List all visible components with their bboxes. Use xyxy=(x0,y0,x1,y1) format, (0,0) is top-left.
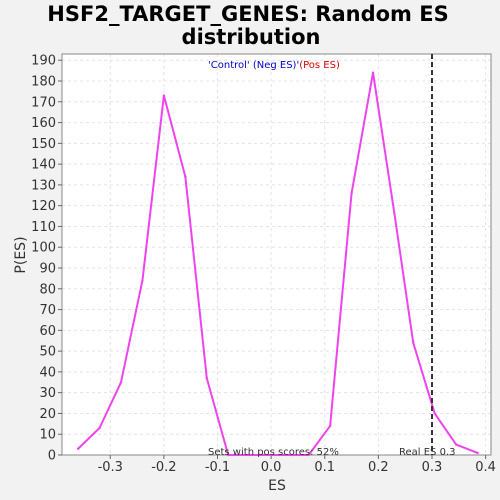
y-tick-label: 140 xyxy=(31,158,56,173)
x-tick-label: 0.0 xyxy=(261,460,282,475)
y-tick-label: 10 xyxy=(39,428,56,443)
real-es-annotation: Real ES 0.3 xyxy=(399,447,455,458)
series-point xyxy=(393,212,396,216)
y-tick-label: 180 xyxy=(31,75,56,90)
y-tick-label: 110 xyxy=(31,220,56,235)
series-point xyxy=(371,71,375,74)
y-tick-label: 150 xyxy=(31,137,56,152)
series-point xyxy=(433,412,436,415)
y-tick-label: 30 xyxy=(39,386,56,401)
y-axis-ticks: 0 10 20 30 40 50 60 70 80 90 100 110 120 130 140 150 160… xyxy=(31,54,62,464)
y-tick-label: 90 xyxy=(39,262,56,277)
series-point xyxy=(141,279,144,282)
series-point xyxy=(205,376,208,380)
y-tick-label: 50 xyxy=(39,345,56,360)
y-tick-label: 170 xyxy=(31,95,56,110)
x-tick-label: -0.2 xyxy=(151,460,176,475)
y-axis-label: P(ES) xyxy=(13,236,29,273)
y-tick-label: 20 xyxy=(39,407,56,422)
series-point xyxy=(162,94,166,97)
y-tick-label: 190 xyxy=(31,54,56,69)
series-point xyxy=(328,424,332,428)
x-tick-label: 0.2 xyxy=(368,460,389,475)
series-point xyxy=(291,453,294,457)
y-tick-label: 120 xyxy=(31,199,56,214)
x-tick-label: -0.1 xyxy=(205,460,230,475)
x-tick-label: 0.3 xyxy=(422,460,443,475)
series-point xyxy=(454,443,458,446)
plot-area xyxy=(62,54,491,455)
series-point xyxy=(98,426,101,430)
series-point xyxy=(76,447,80,450)
series-point xyxy=(412,341,415,345)
series-point xyxy=(269,453,273,457)
x-tick-label: -0.3 xyxy=(98,460,123,475)
series-point xyxy=(307,453,310,457)
chart-title-line-1: HSF2_TARGET_GENES: Random ES xyxy=(47,2,448,26)
y-tick-label: 80 xyxy=(39,282,56,297)
series-point xyxy=(476,451,479,455)
y-tick-label: 0 xyxy=(48,449,56,464)
y-tick-label: 40 xyxy=(39,365,56,380)
legend-neg-label: 'Control' (Neg ES)' xyxy=(208,60,299,71)
series-point xyxy=(227,453,230,457)
series-point xyxy=(248,453,251,457)
y-tick-label: 100 xyxy=(31,241,56,256)
x-axis-label: ES xyxy=(268,478,286,494)
chart-title-line-2: distribution xyxy=(182,25,321,49)
y-tick-label: 70 xyxy=(39,303,56,318)
pos-scores-annotation: Sets with pos scores: 52% xyxy=(208,447,339,458)
x-tick-label: 0.4 xyxy=(475,460,496,475)
series-layer xyxy=(76,71,479,457)
y-tick-label: 60 xyxy=(39,324,56,339)
series-point xyxy=(350,192,353,195)
series-point xyxy=(119,381,123,384)
series-point xyxy=(184,175,187,178)
y-tick-label: 130 xyxy=(31,178,56,193)
legend-pos-label: (Pos ES) xyxy=(299,60,340,71)
x-tick-label: 0.1 xyxy=(314,460,335,475)
series-line xyxy=(77,71,478,456)
y-tick-label: 160 xyxy=(31,116,56,131)
x-axis-ticks: -0.3 -0.2 -0.1 0.0 0.1 0.2 0.3 0.4 xyxy=(98,455,496,475)
